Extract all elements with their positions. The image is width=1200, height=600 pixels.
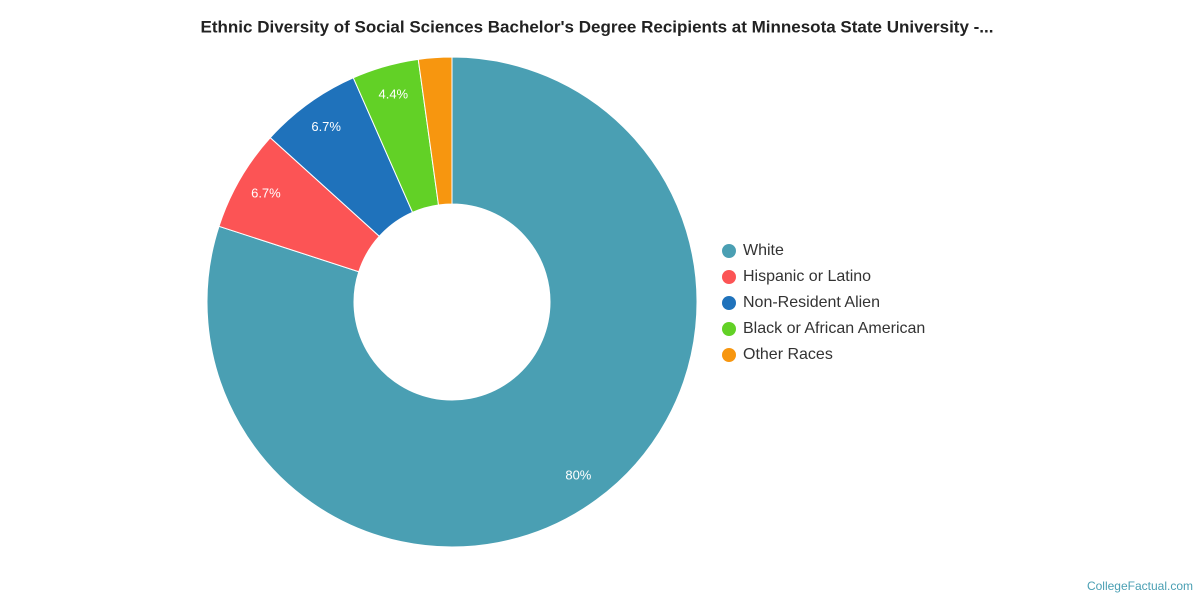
data-label: 6.7% <box>311 119 341 134</box>
legend-label: Non-Resident Alien <box>743 294 880 311</box>
legend-label: Hispanic or Latino <box>743 268 871 285</box>
data-label: 4.4% <box>378 87 408 102</box>
legend-label: White <box>743 242 784 259</box>
data-label: 80% <box>565 467 591 482</box>
legend-label: Other Races <box>743 346 833 363</box>
legend-swatch <box>722 322 736 336</box>
legend-label: Black or African American <box>743 320 925 337</box>
donut-slice <box>206 56 698 548</box>
data-label: 6.7% <box>251 186 281 201</box>
chart-title: Ethnic Diversity of Social Sciences Bach… <box>201 17 994 36</box>
legend-swatch <box>722 348 736 362</box>
source-credit: CollegeFactual.com <box>1087 579 1193 593</box>
donut-slice <box>417 56 453 206</box>
legend-swatch <box>722 296 736 310</box>
legend-swatch <box>722 244 736 258</box>
legend-swatch <box>722 270 736 284</box>
